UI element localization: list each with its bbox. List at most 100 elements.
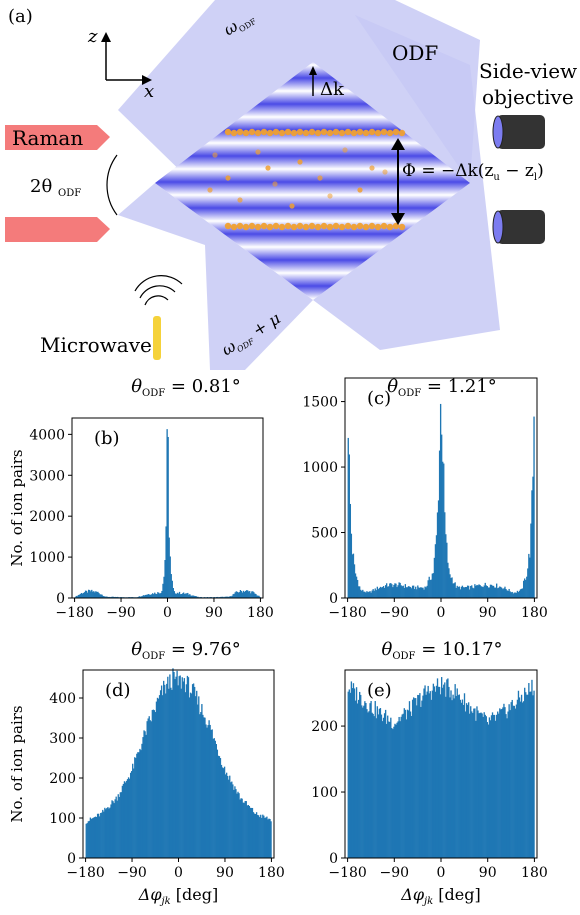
histogram-bar	[465, 703, 468, 858]
histogram-bar	[504, 707, 506, 858]
histogram-bar	[435, 685, 438, 858]
ion	[254, 129, 262, 137]
histogram-bar	[481, 586, 483, 598]
histogram-bar	[151, 710, 153, 858]
histogram-bar	[246, 590, 249, 598]
histogram-bar	[192, 683, 195, 858]
histogram-bar	[355, 576, 358, 598]
histogram-bar	[514, 708, 517, 858]
histogram-bar	[419, 587, 421, 598]
histogram-bar	[397, 721, 399, 858]
histogram-bar	[526, 576, 528, 598]
histogram-bar	[393, 726, 395, 858]
histogram-bar	[176, 592, 179, 598]
x-tick-label: 90	[479, 865, 497, 881]
panel-label: (b)	[94, 428, 120, 449]
histogram-bar	[353, 564, 356, 598]
ion	[237, 197, 243, 203]
histogram-bar	[521, 588, 524, 598]
histogram-bar	[394, 723, 396, 858]
histogram-bar	[480, 586, 482, 598]
histogram-bar	[510, 702, 512, 858]
x-tick-label: −90	[380, 865, 410, 881]
histogram-bar	[363, 705, 365, 858]
histogram-bar	[143, 595, 146, 598]
histogram-bar	[431, 573, 433, 598]
histogram-bar	[268, 818, 270, 858]
histogram-bar	[392, 729, 394, 858]
histogram-bar	[237, 791, 239, 858]
histogram-bar	[235, 789, 237, 858]
histogram-bar	[107, 807, 109, 858]
histogram-bar	[396, 722, 398, 858]
histogram-bar	[122, 783, 125, 858]
histogram-bar	[407, 710, 410, 858]
histogram-bar	[393, 584, 395, 598]
histogram-bar	[524, 687, 526, 858]
ion	[317, 175, 323, 181]
histogram-bar	[369, 703, 371, 858]
histogram-bar	[240, 591, 243, 598]
histogram-bar	[254, 813, 257, 858]
histogram-bar	[97, 591, 99, 598]
histogram-bar	[414, 698, 416, 858]
histogram-bar	[140, 596, 142, 598]
x-tick-label: 0	[163, 605, 172, 621]
histogram-bar	[238, 793, 240, 858]
histogram-bar	[517, 592, 520, 598]
svg-text:ODF: ODF	[58, 188, 81, 199]
histogram-bar	[170, 687, 172, 858]
histogram-bar	[491, 712, 494, 858]
histogram-bar	[163, 680, 165, 858]
histogram-bar	[248, 591, 250, 598]
histogram-bar	[364, 701, 366, 858]
histogram-bar	[94, 592, 96, 598]
x-tick-label: −180	[328, 865, 366, 881]
histogram-bar	[410, 588, 413, 598]
histogram-bar	[347, 691, 349, 858]
ion	[236, 222, 244, 230]
histogram-bar	[527, 694, 529, 858]
histogram-bar	[380, 587, 383, 598]
histogram-bar	[513, 592, 515, 598]
histogram-bar	[361, 705, 363, 858]
histogram-bar	[260, 814, 262, 858]
histogram-bar	[228, 779, 230, 858]
histogram-bar	[372, 713, 374, 858]
histogram-bar	[227, 775, 229, 858]
histogram-bar	[155, 701, 158, 858]
histogram-bar	[498, 713, 500, 858]
y-tick-label: 1500	[302, 395, 338, 411]
histogram-bar	[189, 594, 191, 598]
histogram-bar	[139, 596, 141, 598]
x-tick-label: 180	[521, 865, 548, 881]
histogram-bar	[121, 785, 124, 858]
histogram-bar	[404, 584, 407, 598]
histogram-bar	[374, 701, 376, 858]
histogram-bar	[112, 596, 115, 598]
histogram-bar	[166, 429, 168, 598]
histogram-bar	[145, 734, 147, 858]
histogram-bar	[152, 593, 154, 598]
histogram-bar	[369, 591, 371, 598]
histogram-bar	[418, 587, 420, 598]
histogram-bar	[92, 817, 95, 858]
histogram-bar	[402, 713, 404, 858]
histogram-bar	[361, 590, 363, 598]
histogram-bar	[131, 771, 133, 858]
histogram-bar	[98, 593, 100, 598]
histogram-bar	[149, 594, 152, 598]
histogram-bar	[407, 586, 410, 598]
histogram-bar	[125, 780, 128, 858]
histogram-bar	[229, 775, 231, 858]
histogram-bar	[402, 585, 404, 598]
histogram-bar	[364, 591, 366, 598]
histogram-bar	[85, 823, 87, 858]
histogram-e: −180 −90 0 90 180 0 100 200 (e) θODF = 10.17° Δφjk…	[311, 639, 548, 907]
ion	[266, 223, 274, 231]
phase-label: Φ = −Δk(zu − zl)	[402, 161, 544, 183]
histogram-bar	[164, 684, 166, 858]
histogram-bar	[100, 812, 102, 858]
ion	[314, 129, 322, 137]
histogram-bar	[500, 709, 502, 858]
